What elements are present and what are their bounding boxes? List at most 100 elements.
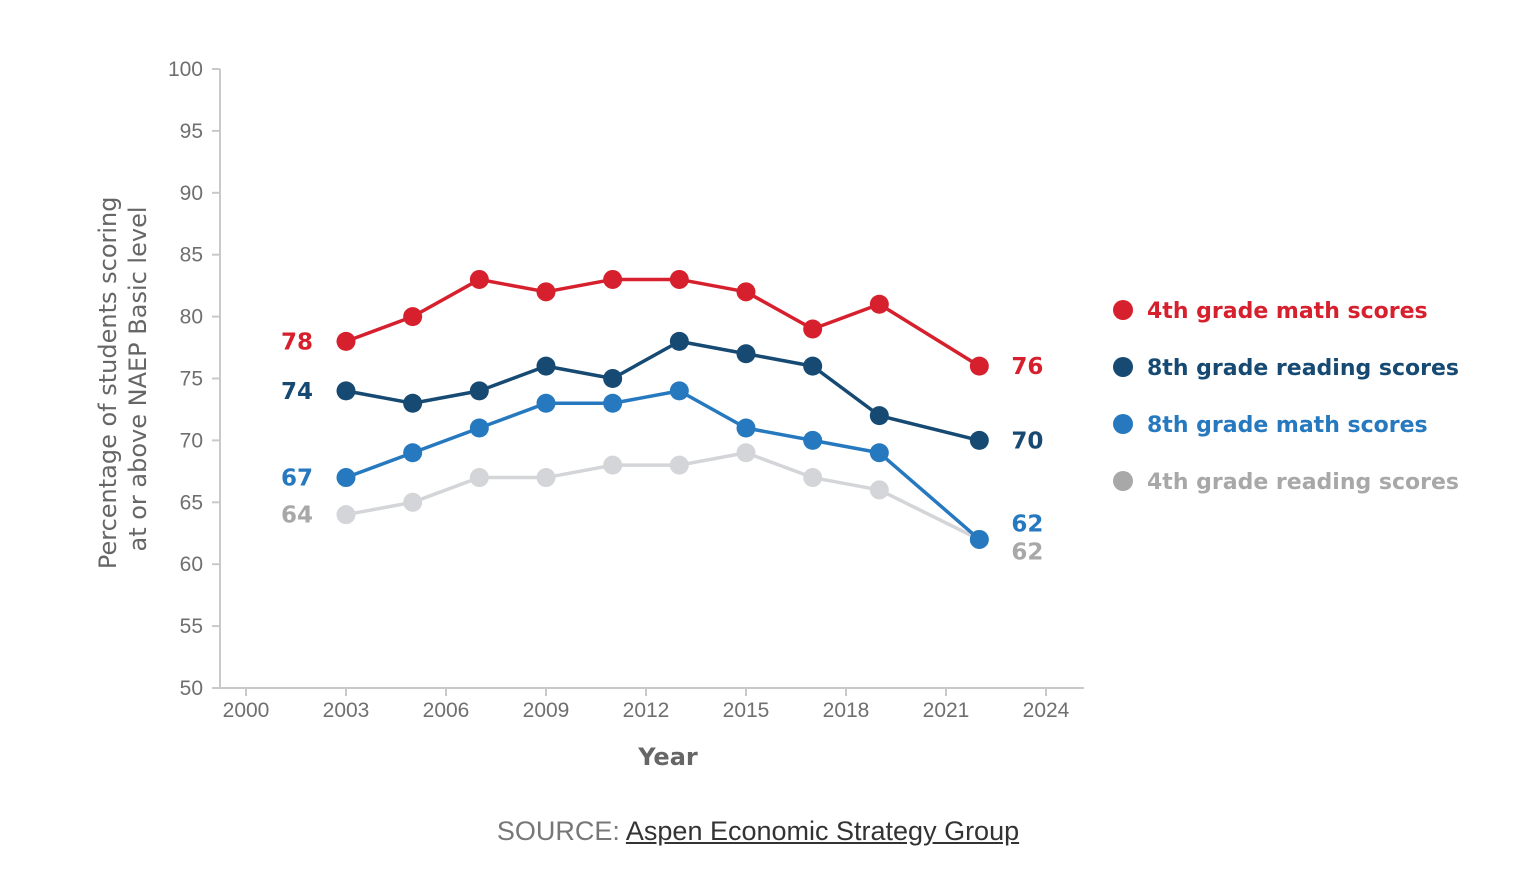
y-tick-label: 55 xyxy=(180,615,203,638)
chart-axes xyxy=(219,69,1084,689)
legend-marker xyxy=(1113,471,1133,491)
data-point xyxy=(403,393,423,413)
data-point xyxy=(736,443,756,463)
data-point xyxy=(403,492,423,512)
x-axis-title: Year xyxy=(637,743,698,771)
series-value-labels: 78 76 74 70 67 62 64 62 xyxy=(281,329,1043,565)
y-tick-label: 70 xyxy=(180,429,203,452)
data-point xyxy=(336,505,356,525)
series-8th-grade-math-scores xyxy=(336,381,989,549)
series-8th-grade-reading-scores xyxy=(336,331,989,450)
data-point xyxy=(736,282,756,302)
data-point xyxy=(736,344,756,364)
data-point xyxy=(803,356,823,376)
end-value-label: 62 xyxy=(1011,511,1043,537)
data-point xyxy=(869,480,889,500)
legend-label: 8th grade reading scores xyxy=(1147,356,1459,381)
data-point xyxy=(969,430,989,450)
data-point xyxy=(803,430,823,450)
chart-legend: 4th grade math scores 8th grade reading s… xyxy=(1113,299,1459,495)
legend-marker xyxy=(1113,414,1133,434)
legend-item: 4th grade math scores xyxy=(1113,299,1428,324)
data-point xyxy=(669,331,689,351)
series-4th-grade-math-scores xyxy=(336,269,989,376)
data-point xyxy=(736,418,756,438)
legend-item: 8th grade math scores xyxy=(1113,413,1428,438)
data-point xyxy=(469,269,489,289)
end-value-label: 76 xyxy=(1011,354,1043,380)
x-tick-label: 2009 xyxy=(523,699,570,722)
data-point xyxy=(336,468,356,488)
data-point xyxy=(969,356,989,376)
data-point xyxy=(469,381,489,401)
chart-series xyxy=(336,269,989,549)
data-point xyxy=(536,356,556,376)
y-tick-label: 95 xyxy=(180,120,203,143)
data-point xyxy=(669,455,689,475)
data-point xyxy=(603,455,623,475)
data-point xyxy=(669,269,689,289)
data-point xyxy=(869,294,889,314)
data-point xyxy=(603,269,623,289)
legend-label: 4th grade math scores xyxy=(1147,299,1428,324)
data-point xyxy=(869,443,889,463)
x-tick-label: 2024 xyxy=(1023,699,1070,722)
start-value-label: 67 xyxy=(281,466,313,492)
series-line xyxy=(345,277,981,368)
data-point xyxy=(469,468,489,488)
legend-marker xyxy=(1113,357,1133,377)
source-link[interactable]: Aspen Economic Strategy Group xyxy=(625,816,1020,846)
legend-marker xyxy=(1113,300,1133,320)
data-point xyxy=(603,369,623,388)
x-tick-label: 2000 xyxy=(223,699,270,722)
x-tick-label: 2012 xyxy=(623,699,670,722)
y-axis-ticks: 50 55 60 65 70 75 80 85 90 95 100 xyxy=(168,58,220,700)
y-tick-label: 65 xyxy=(180,491,203,514)
data-point xyxy=(603,393,623,413)
x-tick-label: 2021 xyxy=(923,699,970,722)
y-tick-label: 90 xyxy=(180,182,203,205)
data-point xyxy=(803,468,823,488)
data-point xyxy=(536,282,556,302)
legend-item: 4th grade reading scores xyxy=(1113,470,1459,495)
data-point xyxy=(403,443,423,463)
data-point xyxy=(336,331,356,351)
data-point xyxy=(969,529,989,549)
y-axis-title-line-1: Percentage of students scoring xyxy=(94,196,122,569)
start-value-label: 74 xyxy=(281,379,313,405)
start-value-label: 78 xyxy=(281,329,313,355)
legend-item: 8th grade reading scores xyxy=(1113,356,1459,381)
data-point xyxy=(869,406,889,426)
y-axis-title-line-2: at or above NAEP Basic level xyxy=(124,206,152,551)
start-value-label: 64 xyxy=(281,503,313,529)
y-tick-label: 100 xyxy=(168,58,203,81)
x-axis-ticks: 2000 2003 2006 2009 2012 2015 2018 2021 2024 xyxy=(223,688,1070,722)
series-line xyxy=(345,451,981,542)
y-axis-title: Percentage of students scoring at or abo… xyxy=(94,189,152,569)
y-tick-label: 80 xyxy=(180,306,203,329)
series-4th-grade-reading-scores xyxy=(336,443,989,549)
y-tick-label: 75 xyxy=(180,368,203,391)
source-line: SOURCE: Aspen Economic Strategy Group xyxy=(0,816,1516,847)
y-tick-label: 85 xyxy=(180,244,203,267)
x-tick-label: 2018 xyxy=(823,699,870,722)
x-tick-label: 2003 xyxy=(323,699,370,722)
y-tick-label: 50 xyxy=(180,677,203,700)
y-tick-label: 60 xyxy=(180,553,203,576)
data-point xyxy=(536,468,556,488)
end-value-label: 62 xyxy=(1011,539,1043,565)
series-line xyxy=(345,389,981,541)
data-point xyxy=(403,307,423,327)
x-tick-label: 2006 xyxy=(423,699,470,722)
series-line xyxy=(345,339,980,443)
source-prefix: SOURCE: xyxy=(496,816,626,846)
x-tick-label: 2015 xyxy=(723,699,770,722)
data-point xyxy=(803,319,823,339)
data-point xyxy=(469,418,489,438)
data-point xyxy=(336,381,356,401)
legend-label: 8th grade math scores xyxy=(1147,413,1428,438)
data-point xyxy=(669,381,689,401)
end-value-label: 70 xyxy=(1011,428,1043,454)
data-point xyxy=(536,393,556,413)
legend-label: 4th grade reading scores xyxy=(1147,470,1459,495)
